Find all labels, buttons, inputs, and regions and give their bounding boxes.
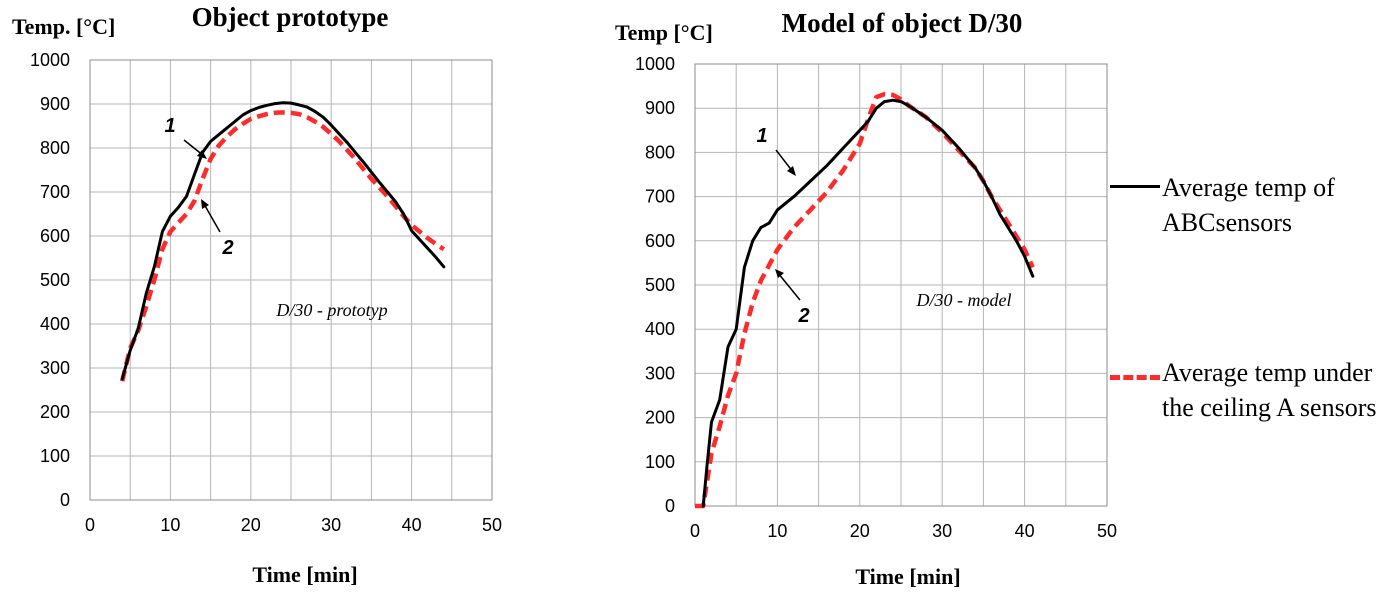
x-tick-label: 40 xyxy=(402,515,422,535)
y-tick-label: 800 xyxy=(40,138,70,158)
chart-object-prototype: 0 100 200 300 400 500 600 700 800 900 1000 0 10 20 30 4… xyxy=(12,2,502,587)
arrow-1 xyxy=(775,149,794,173)
chart-annotation: D/30 - model xyxy=(916,290,1012,310)
y-tick-label: 500 xyxy=(40,270,70,290)
x-tick-label: 20 xyxy=(850,521,870,541)
curve-label-2: 2 xyxy=(797,305,809,327)
y-tick-label: 200 xyxy=(645,408,675,428)
legend-label: Average temp under the ceiling A sensors xyxy=(1162,358,1377,422)
plot-area: 0 100 200 300 400 500 600 700 800 900 1000 0 10 20 30 4… xyxy=(635,54,1117,541)
chart-model-of-object: 0 100 200 300 400 500 600 700 800 900 1000 0 10 20 30 4… xyxy=(615,8,1117,589)
y-tick-label: 300 xyxy=(40,358,70,378)
chart-title: Object prototype xyxy=(192,2,389,32)
y-tick-label: 0 xyxy=(60,490,70,510)
legend-swatch-dashed xyxy=(1110,375,1160,380)
y-tick-label: 300 xyxy=(645,363,675,383)
x-tick-label: 20 xyxy=(241,515,261,535)
x-tick-label: 0 xyxy=(690,521,700,541)
x-axis-label: Time [min] xyxy=(252,562,357,587)
arrow-1-head xyxy=(787,166,796,176)
x-tick-label: 30 xyxy=(932,521,952,541)
legend-swatch-solid xyxy=(1110,185,1160,188)
y-tick-label: 600 xyxy=(40,226,70,246)
arrow-2-head xyxy=(201,199,209,209)
x-tick-label: 10 xyxy=(160,515,180,535)
series-line-abc-sensors xyxy=(701,98,1035,508)
y-tick-label: 1000 xyxy=(30,50,70,70)
curve-label-2: 2 xyxy=(221,237,233,259)
x-tick-label: 40 xyxy=(1015,521,1035,541)
curve-label-1: 1 xyxy=(164,115,175,137)
y-tick-label: 500 xyxy=(645,275,675,295)
x-tick-label: 50 xyxy=(482,515,502,535)
arrow-2-head xyxy=(775,269,784,278)
curve-label-1: 1 xyxy=(756,125,767,147)
y-tick-label: 900 xyxy=(40,94,70,114)
plot-area: 0 100 200 300 400 500 600 700 800 900 1000 0 10 20 30 4… xyxy=(30,50,502,535)
y-tick-label: 700 xyxy=(40,182,70,202)
y-tick-label: 200 xyxy=(40,402,70,422)
x-axis-label: Time [min] xyxy=(855,564,960,589)
legend-label: Average temp of ABCsensors xyxy=(1162,173,1335,237)
plot-frame xyxy=(89,59,493,501)
x-tick-label: 0 xyxy=(85,515,95,535)
arrow-2 xyxy=(777,272,801,301)
y-tick-label: 0 xyxy=(665,496,675,516)
y-tick-label: 1000 xyxy=(635,54,675,74)
chart-annotation: D/30 - prototyp xyxy=(275,300,387,320)
y-axis-label: Temp [°C] xyxy=(615,20,713,45)
series-line-abc-sensors xyxy=(120,101,446,381)
y-tick-label: 100 xyxy=(645,452,675,472)
x-tick-label: 50 xyxy=(1097,521,1117,541)
arrow-2 xyxy=(203,203,221,233)
curve-arrows xyxy=(775,149,801,301)
x-tick-label: 30 xyxy=(321,515,341,535)
curve-arrows xyxy=(183,139,221,233)
y-tick-label: 900 xyxy=(645,98,675,118)
y-tick-label: 400 xyxy=(645,319,675,339)
y-tick-label: 700 xyxy=(645,187,675,207)
series-line-ceiling-sensors xyxy=(120,110,446,382)
chart-title: Model of object D/30 xyxy=(782,8,1023,38)
arrow-1-head xyxy=(197,150,207,159)
plot-frame xyxy=(694,63,1108,507)
y-axis-label: Temp. [°C] xyxy=(12,14,115,39)
y-tick-label: 400 xyxy=(40,314,70,334)
y-tick-label: 600 xyxy=(645,231,675,251)
x-tick-label: 10 xyxy=(767,521,787,541)
y-tick-label: 800 xyxy=(645,142,675,162)
y-tick-label: 100 xyxy=(40,446,70,466)
